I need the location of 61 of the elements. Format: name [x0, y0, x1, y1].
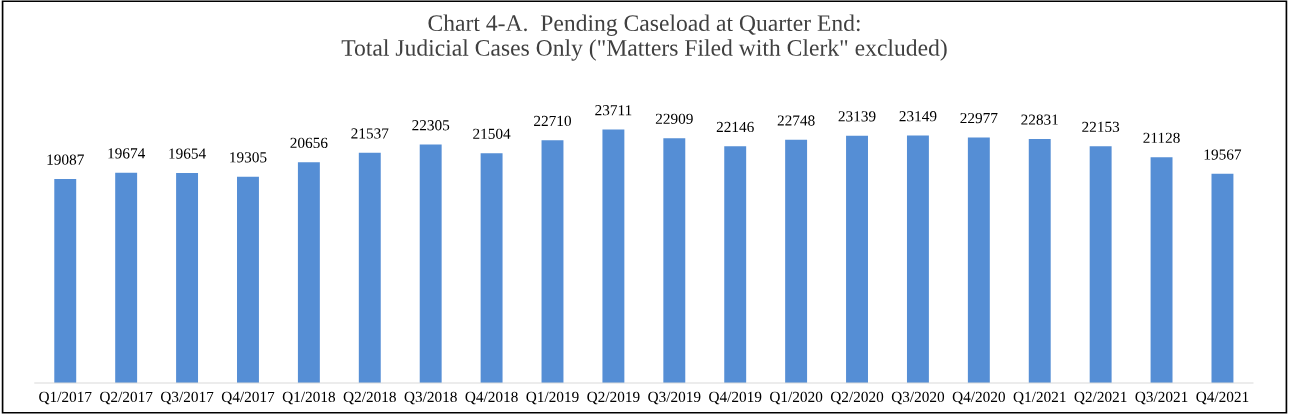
x-tick-label: Q4/2018	[465, 391, 518, 405]
x-tick-label: Q4/2017	[221, 391, 275, 405]
x-tick-label: Q3/2018	[404, 391, 457, 405]
data-label: 23149	[899, 111, 937, 122]
bar	[54, 178, 77, 383]
bar	[785, 139, 808, 383]
x-tick-label: Q3/2017	[160, 391, 214, 405]
bar	[846, 135, 868, 383]
bar	[1028, 138, 1051, 383]
bar	[115, 172, 138, 383]
bar	[1089, 146, 1112, 383]
x-tick-label: Q2/2020	[830, 391, 884, 405]
x-tick-label: Q1/2017	[39, 391, 92, 405]
bar	[358, 152, 381, 383]
data-label: 23139	[838, 111, 876, 122]
x-tick-label: Q2/2018	[343, 391, 396, 405]
x-tick-label: Q2/2019	[587, 391, 640, 405]
data-label: 21128	[1143, 132, 1180, 143]
x-tick-label: Q4/2020	[952, 391, 1005, 405]
bar	[297, 162, 320, 383]
bar	[602, 129, 625, 383]
x-tick-label: Q2/2021	[1074, 391, 1127, 405]
data-label: 19654	[169, 148, 206, 159]
x-tick-label: Q4/2019	[709, 391, 762, 405]
data-label: 21537	[351, 128, 389, 139]
data-label: 19087	[47, 154, 84, 165]
data-label: 22153	[1082, 121, 1120, 133]
bar	[967, 137, 990, 383]
bar	[480, 153, 503, 383]
x-tick-label: Q2/2017	[100, 391, 153, 405]
x-tick-label: Q3/2020	[891, 391, 945, 405]
data-label: 23711	[595, 105, 632, 116]
data-label: 22748	[777, 115, 815, 126]
data-label: 19674	[108, 148, 146, 159]
data-label: 22977	[960, 112, 998, 124]
bar	[906, 135, 929, 383]
x-tick-label: Q1/2021	[1013, 391, 1066, 405]
x-tick-label: Q3/2021	[1135, 391, 1188, 405]
x-tick-label: Q1/2018	[282, 391, 336, 405]
bar	[237, 176, 259, 383]
x-tick-label: Q1/2019	[526, 391, 579, 405]
bar	[541, 140, 564, 383]
bar	[663, 138, 686, 383]
x-tick-label: Q3/2019	[648, 391, 701, 405]
data-label: 22305	[412, 120, 450, 131]
x-tick-label: Q1/2020	[770, 391, 823, 405]
x-tick-label: Q4/2021	[1196, 391, 1249, 405]
bar	[724, 146, 747, 383]
bar	[419, 144, 442, 383]
bar	[1150, 157, 1173, 383]
data-label: 21504	[473, 128, 511, 139]
data-label: 22146	[716, 121, 754, 133]
data-label: 22909	[655, 113, 693, 124]
data-label: 20656	[290, 137, 328, 149]
data-label: 19305	[230, 152, 267, 163]
data-label: 22831	[1021, 114, 1058, 125]
data-label: 19567	[1204, 149, 1242, 160]
chart-title: Chart 4-A. Pending Caseload at Quarter End: Total Judicial Cases Only ("Matters Filed with Clerk" excluded)	[341, 14, 947, 61]
bar	[176, 172, 199, 383]
data-label: 22710	[534, 115, 572, 127]
bar	[1211, 173, 1234, 383]
